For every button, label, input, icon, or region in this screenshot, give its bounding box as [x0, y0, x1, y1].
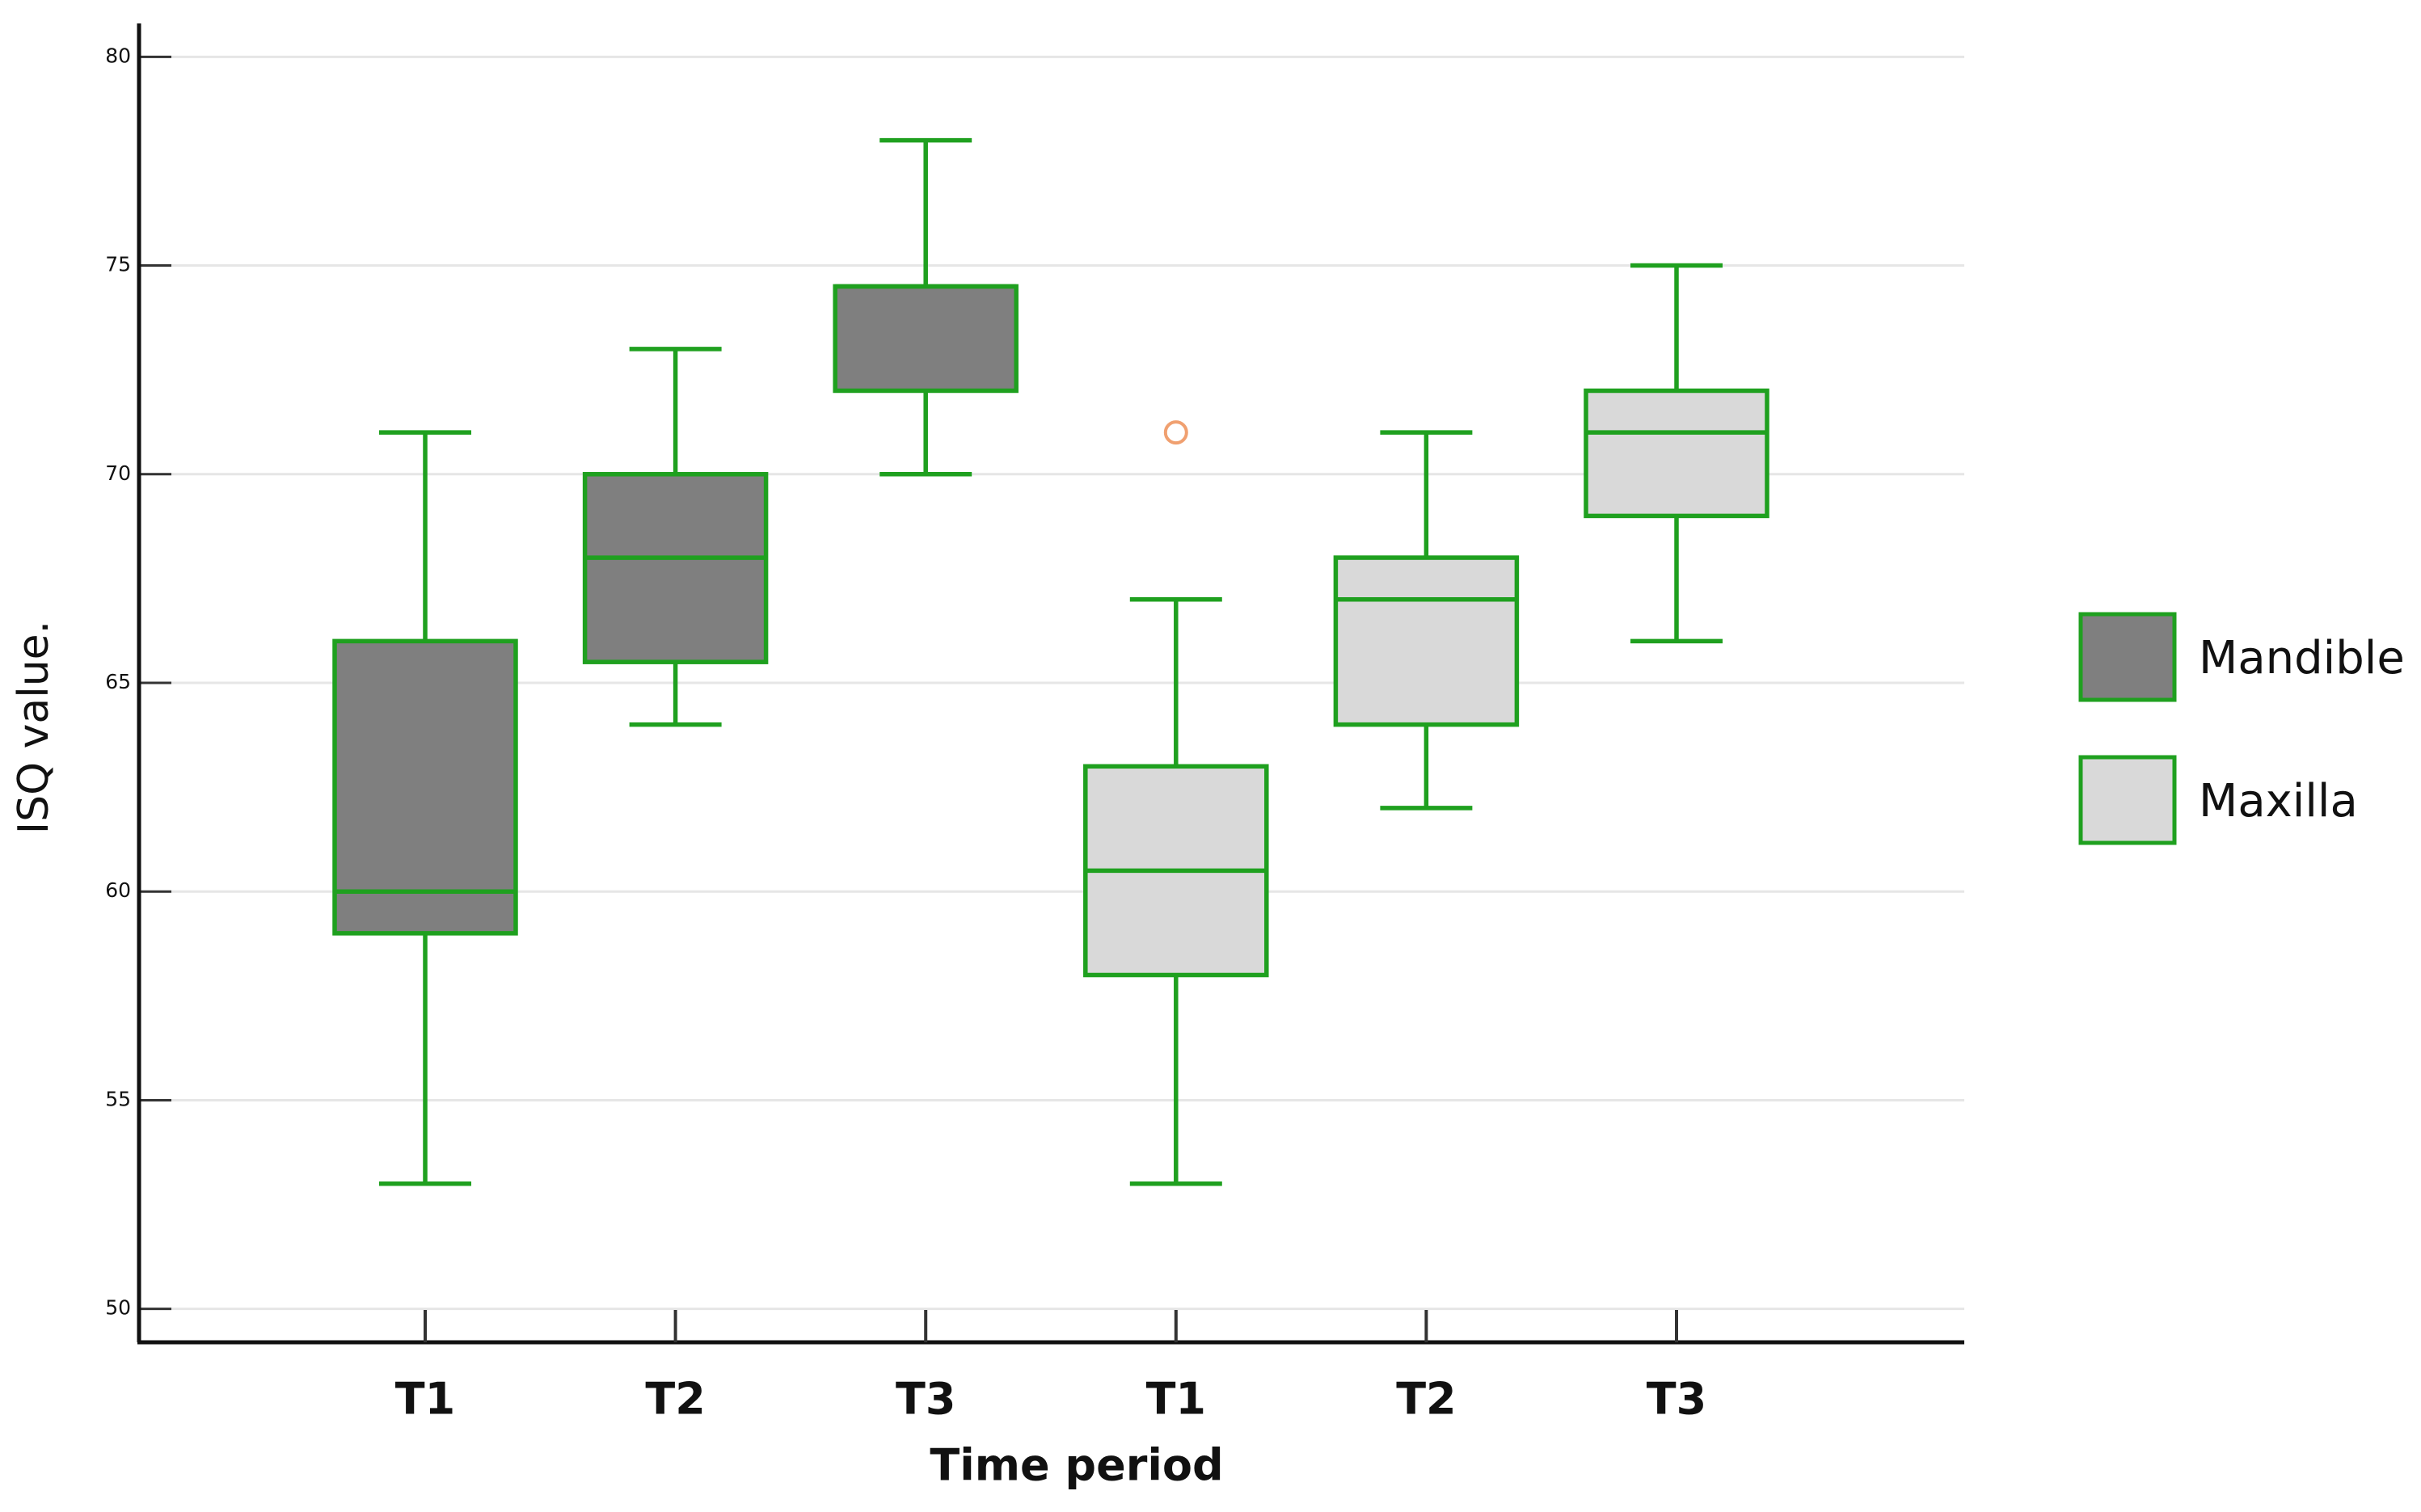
x-tick-label: T1	[1146, 1374, 1206, 1425]
x-tick-label: T3	[896, 1374, 955, 1425]
x-tick-label: T2	[645, 1374, 705, 1425]
y-tick-label: 50	[105, 1296, 131, 1320]
x-tick-label: T1	[395, 1374, 455, 1425]
legend-swatch	[2078, 612, 2177, 702]
y-tick-label: 65	[105, 670, 131, 693]
y-tick-label: 80	[105, 44, 131, 67]
y-tick-label: 55	[105, 1087, 131, 1110]
x-tick-label: T2	[1396, 1374, 1456, 1425]
legend-swatch	[2078, 755, 2177, 845]
box	[582, 472, 769, 664]
box	[833, 284, 1019, 394]
x-tick-label: T3	[1647, 1374, 1706, 1425]
outlier	[1163, 420, 1188, 445]
box	[332, 638, 518, 936]
legend-label: Mandible	[2199, 632, 2405, 684]
x-axis-title: Time period	[930, 1440, 1223, 1491]
y-tick-label: 70	[105, 461, 131, 485]
y-tick-label: 75	[105, 253, 131, 276]
box	[1584, 388, 1769, 519]
legend-label: Maxilla	[2199, 775, 2358, 828]
box	[1333, 555, 1520, 727]
y-axis-title: ISQ value.	[10, 621, 58, 834]
y-tick-label: 60	[105, 878, 131, 902]
